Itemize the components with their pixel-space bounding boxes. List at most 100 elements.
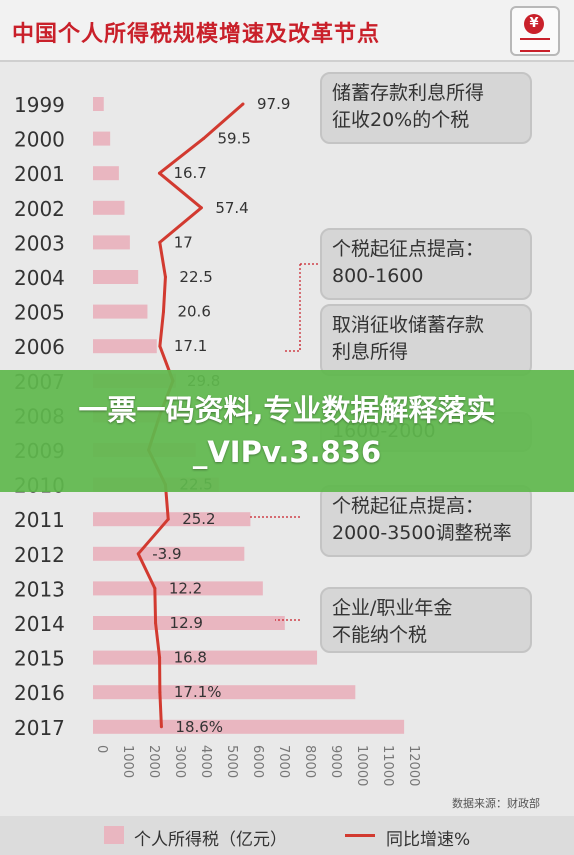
year-label: 2017 xyxy=(14,716,65,740)
x-tick-label: 1000 xyxy=(120,745,135,778)
tax-bar xyxy=(93,546,245,561)
growth-point xyxy=(241,102,245,106)
growth-point xyxy=(158,690,162,694)
title-bar: 中国个人所得税规模增速及改革节点 ¥ xyxy=(0,0,574,62)
x-tick-label: 10000 xyxy=(354,745,369,786)
growth-data-label: 25.2 xyxy=(182,510,215,528)
growth-point xyxy=(166,517,170,521)
callout-line: 不能纳个税 xyxy=(332,624,428,646)
bill-lines-icon xyxy=(520,38,550,52)
growth-point xyxy=(159,725,163,729)
year-label: 1999 xyxy=(14,93,65,117)
growth-point xyxy=(154,621,158,625)
logo: ¥ xyxy=(510,6,560,56)
tax-bar xyxy=(93,304,148,319)
overlay-banner: 一票一码资料,专业数据解释落实_VIPv.3.836 xyxy=(0,370,574,492)
x-tick-label: 5000 xyxy=(224,745,239,778)
callout-threshold-2000-3500: 个税起征点提高： 2000-3500调整税率 xyxy=(320,485,532,557)
growth-data-label: 18.6% xyxy=(175,718,223,736)
data-source: 数据来源：财政部 xyxy=(452,797,540,810)
callout-cancel-interest-tax: 取消征收储蓄存款 利息所得 xyxy=(320,304,532,376)
callout-line: 企业/职业年金 xyxy=(332,597,453,619)
x-tick-label: 11000 xyxy=(380,745,395,786)
callout-line: 征收20%的个税 xyxy=(332,109,470,131)
growth-point xyxy=(161,310,165,314)
growth-point xyxy=(158,240,162,244)
growth-point xyxy=(201,137,205,141)
x-tick-label: 9000 xyxy=(328,745,343,778)
growth-data-label: 17.1% xyxy=(174,683,222,701)
year-label: 2006 xyxy=(14,335,65,359)
growth-point xyxy=(136,552,140,556)
x-tick-label: 0 xyxy=(94,745,109,753)
x-tick-label: 7000 xyxy=(276,745,291,778)
chart-title: 中国个人所得税规模增速及改革节点 xyxy=(12,22,381,47)
tax-bar xyxy=(93,131,111,146)
year-label: 2013 xyxy=(14,577,65,601)
growth-data-label: 16.8 xyxy=(174,649,207,667)
year-label: 2016 xyxy=(14,681,65,705)
legend-line-swatch xyxy=(345,834,375,837)
tax-bar xyxy=(93,650,318,665)
year-label: 2001 xyxy=(14,162,65,186)
legend-bar-label: 个人所得税（亿元） xyxy=(134,830,287,850)
growth-data-label: 97.9 xyxy=(257,95,290,113)
growth-point xyxy=(158,656,162,660)
callout-connector xyxy=(283,264,301,352)
growth-data-label: 17 xyxy=(174,233,193,251)
tax-bar xyxy=(93,719,405,734)
banner-text: 一票一码资料,专业数据解释落实_VIPv.3.836 xyxy=(78,393,496,469)
x-tick-label: 4000 xyxy=(198,745,213,778)
callout-threshold-800-1600: 个税起征点提高： 800-1600 xyxy=(320,228,532,300)
x-tick-label: 3000 xyxy=(172,745,187,778)
tax-bar xyxy=(93,200,125,215)
callout-line: 800-1600 xyxy=(332,265,424,287)
callout-interest-tax: 储蓄存款利息所得 征收20%的个税 xyxy=(320,72,532,144)
year-label: 2000 xyxy=(14,128,65,152)
tax-bar xyxy=(93,235,130,250)
growth-data-label: 12.2 xyxy=(169,579,202,597)
yen-coin-icon: ¥ xyxy=(524,14,544,34)
growth-data-label: 17.1 xyxy=(174,337,207,355)
growth-data-label: 59.5 xyxy=(217,130,250,148)
callout-line: 个税起征点提高： xyxy=(332,238,485,260)
year-label: 2015 xyxy=(14,647,65,671)
callout-line: 取消征收储蓄存款 xyxy=(332,314,485,336)
tax-bar xyxy=(93,339,157,354)
tax-bar xyxy=(93,270,139,284)
year-label: 2002 xyxy=(14,197,65,221)
tax-bar xyxy=(93,616,285,630)
tax-bar xyxy=(93,685,356,700)
callout-annuity-exempt: 企业/职业年金 不能纳个税 xyxy=(320,587,532,653)
x-tick-label: 2000 xyxy=(146,745,161,778)
year-label: 2005 xyxy=(14,301,65,325)
growth-point xyxy=(163,275,167,279)
callout-line: 利息所得 xyxy=(332,341,409,363)
tax-bar xyxy=(93,512,251,527)
growth-point xyxy=(153,586,157,590)
growth-point xyxy=(158,344,162,348)
growth-data-label: 12.9 xyxy=(170,614,203,632)
legend: 个人所得税（亿元） 同比增速% xyxy=(0,816,574,855)
x-tick-label: 8000 xyxy=(302,745,317,778)
growth-data-label: 57.4 xyxy=(215,199,248,217)
growth-point xyxy=(199,206,203,210)
tax-bar xyxy=(93,166,119,181)
year-label: 2014 xyxy=(14,612,65,636)
growth-data-label: -3.9 xyxy=(152,545,181,563)
year-label: 2011 xyxy=(14,508,65,532)
growth-data-label: 16.7 xyxy=(173,164,206,182)
callout-line: 储蓄存款利息所得 xyxy=(332,82,485,104)
year-label: 2004 xyxy=(14,266,65,290)
growth-data-label: 20.6 xyxy=(177,303,210,321)
legend-bar-swatch xyxy=(104,826,124,844)
legend-line-label: 同比增速% xyxy=(386,830,471,850)
tax-bar xyxy=(93,581,263,596)
callout-line: 个税起征点提高： xyxy=(332,495,485,517)
callout-line: 2000-3500调整税率 xyxy=(332,522,512,544)
year-label: 2003 xyxy=(14,231,65,255)
year-label: 2012 xyxy=(14,543,65,567)
growth-data-label: 22.5 xyxy=(179,268,212,286)
tax-bar xyxy=(93,97,104,111)
